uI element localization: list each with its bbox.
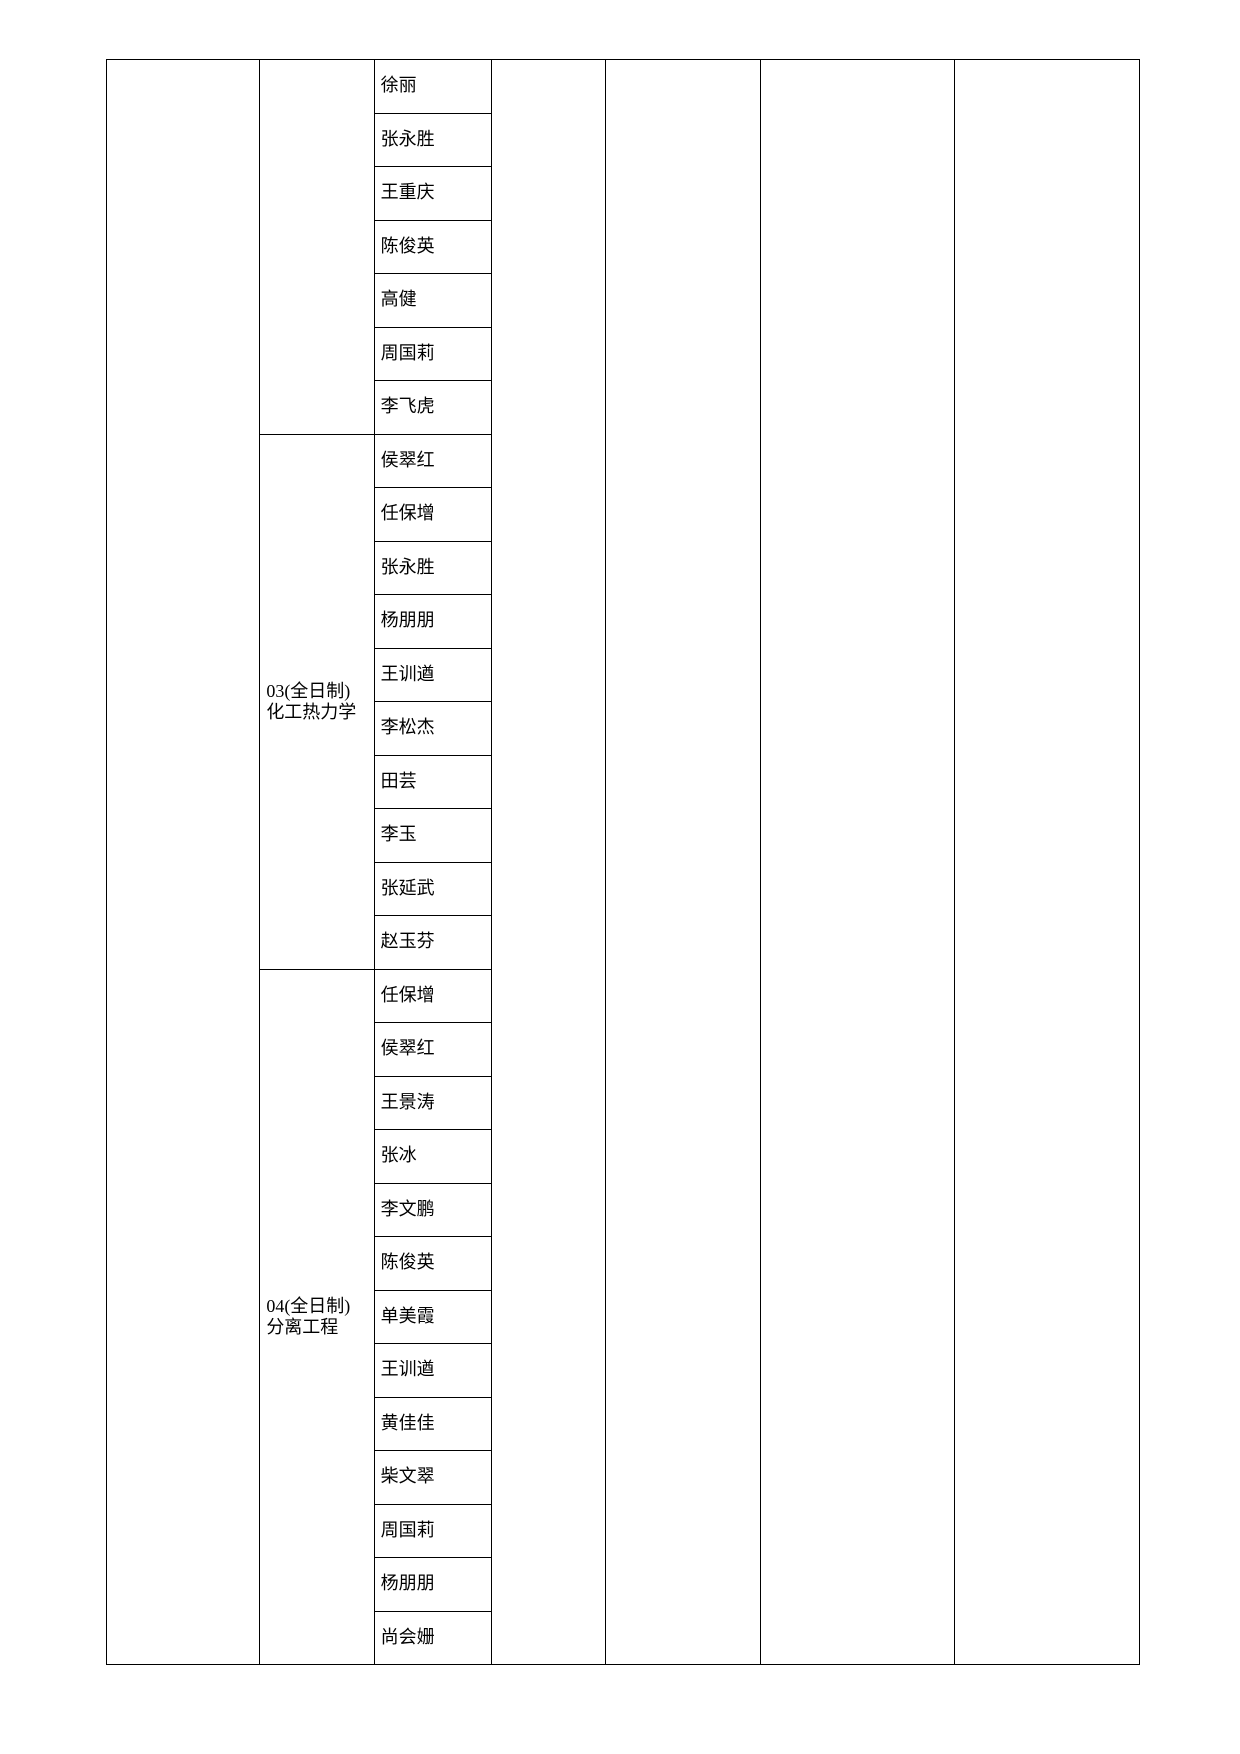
name-cell: 陈俊英 [374, 1237, 491, 1291]
name-cell: 杨朋朋 [374, 1558, 491, 1612]
group-label: 04(全日制)分离工程 [260, 969, 374, 1665]
name-cell: 张永胜 [374, 113, 491, 167]
name-cell: 李松杰 [374, 702, 491, 756]
name-cell: 王景涛 [374, 1076, 491, 1130]
name-cell: 任保增 [374, 488, 491, 542]
name-cell: 李飞虎 [374, 381, 491, 435]
table-row: 徐丽 [107, 60, 1140, 114]
col6-merged [760, 60, 955, 1665]
col5-merged [605, 60, 760, 1665]
name-cell: 张延武 [374, 862, 491, 916]
name-cell: 周国莉 [374, 1504, 491, 1558]
name-cell: 李玉 [374, 809, 491, 863]
name-cell: 张冰 [374, 1130, 491, 1184]
name-cell: 柴文翠 [374, 1451, 491, 1505]
name-cell: 陈俊英 [374, 220, 491, 274]
name-cell: 侯翠红 [374, 1023, 491, 1077]
name-cell: 王训遒 [374, 648, 491, 702]
group-label [260, 60, 374, 435]
name-cell: 张永胜 [374, 541, 491, 595]
group-label: 03(全日制)化工热力学 [260, 434, 374, 969]
name-cell: 徐丽 [374, 60, 491, 114]
page: 徐丽张永胜王重庆陈俊英高健周国莉李飞虎03(全日制)化工热力学侯翠红任保增张永胜… [0, 0, 1240, 1754]
name-cell: 杨朋朋 [374, 595, 491, 649]
name-cell: 黄佳佳 [374, 1397, 491, 1451]
name-cell: 任保增 [374, 969, 491, 1023]
name-cell: 李文鹏 [374, 1183, 491, 1237]
name-cell: 高健 [374, 274, 491, 328]
name-cell: 单美霞 [374, 1290, 491, 1344]
data-table: 徐丽张永胜王重庆陈俊英高健周国莉李飞虎03(全日制)化工热力学侯翠红任保增张永胜… [106, 59, 1140, 1665]
col1-merged [107, 60, 260, 1665]
name-cell: 尚会姗 [374, 1611, 491, 1665]
name-cell: 侯翠红 [374, 434, 491, 488]
name-cell: 赵玉芬 [374, 916, 491, 970]
name-cell: 王训遒 [374, 1344, 491, 1398]
name-cell: 田芸 [374, 755, 491, 809]
col4-merged [491, 60, 605, 1665]
name-cell: 王重庆 [374, 167, 491, 221]
col7-merged [955, 60, 1140, 1665]
name-cell: 周国莉 [374, 327, 491, 381]
